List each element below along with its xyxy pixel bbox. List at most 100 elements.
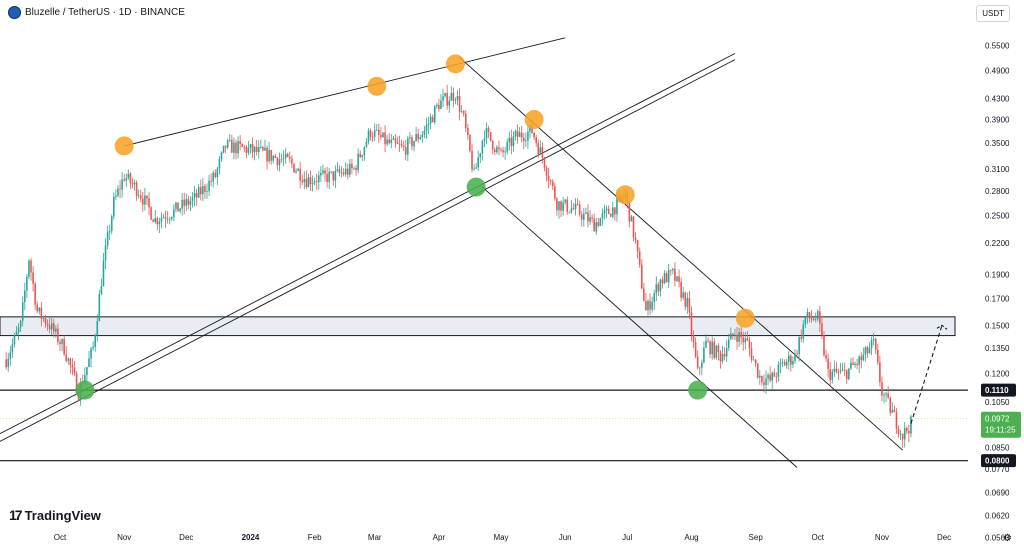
candle-body [419, 137, 422, 140]
y-tick-label: 0.0690 [985, 489, 1010, 498]
candle-body [237, 141, 239, 154]
green-marker[interactable] [466, 177, 486, 197]
candle-body [369, 130, 372, 137]
trendline-falling-lower[interactable] [482, 186, 798, 468]
currency-button[interactable]: USDT [976, 5, 1010, 22]
candle-body [404, 147, 407, 155]
orange-marker[interactable] [367, 76, 387, 96]
settings-gear-icon[interactable]: ⚙ [1003, 533, 1012, 544]
candle-body [413, 140, 415, 147]
candle-body [866, 347, 869, 354]
candle-body [24, 290, 26, 303]
candle-body [709, 341, 711, 355]
candle-body [806, 312, 809, 318]
candle-body [297, 168, 299, 171]
candle-body [181, 199, 183, 209]
candle-body [257, 147, 260, 152]
trendline-rising-channel-a[interactable] [0, 53, 736, 436]
candle-body [313, 181, 316, 183]
candle-body [384, 132, 386, 145]
candle-body [390, 139, 393, 144]
candle-body [307, 177, 310, 188]
candle-body [104, 245, 107, 261]
candle-body [228, 139, 231, 141]
candle-body [330, 171, 333, 173]
candle-body [744, 338, 747, 343]
candle-body [645, 300, 647, 311]
candle-body [481, 140, 484, 154]
candle-body [452, 92, 455, 101]
candle-body [212, 172, 215, 182]
candle-body [759, 375, 761, 378]
candle-body [522, 137, 525, 141]
candle-body [328, 171, 330, 183]
candle-body [396, 142, 399, 144]
candle-body [576, 203, 579, 205]
y-tick-label: 0.3100 [985, 165, 1010, 174]
orange-marker[interactable] [524, 110, 544, 130]
candle-body [508, 137, 511, 143]
green-marker[interactable] [75, 380, 95, 400]
projection-line[interactable] [910, 325, 943, 424]
candle-body [889, 397, 892, 413]
candle-body [730, 333, 732, 340]
candle-body [202, 186, 204, 195]
orange-marker[interactable] [114, 136, 134, 156]
x-tick-label: Dec [937, 533, 951, 542]
x-tick-label: Nov [117, 533, 131, 542]
y-tick-label: 0.0770 [985, 465, 1010, 474]
candle-body [276, 157, 279, 166]
candle-body [850, 362, 852, 369]
candle-body [804, 317, 807, 325]
candle-body [355, 167, 357, 171]
y-tick-label: 0.4900 [985, 66, 1010, 75]
candle-body [899, 433, 902, 435]
candle-body [543, 157, 546, 168]
support-zone[interactable] [0, 316, 956, 337]
orange-marker[interactable] [615, 185, 635, 205]
candle-body [545, 167, 548, 176]
candle-body [218, 159, 221, 169]
candle-body [551, 181, 554, 187]
candle-body [854, 363, 856, 365]
candle-body [185, 199, 188, 206]
candle-body [630, 216, 633, 222]
candle-body [792, 361, 794, 365]
candle-body [498, 147, 500, 150]
candle-body [108, 230, 111, 233]
candle-body [427, 123, 430, 126]
candle-body [400, 144, 403, 146]
candle-body [375, 129, 378, 131]
orange-marker[interactable] [445, 54, 465, 74]
candle-body [171, 217, 173, 219]
candle-body [701, 362, 703, 368]
candle-body [46, 323, 49, 326]
candle-body [678, 276, 680, 283]
candle-body [734, 334, 736, 336]
y-tick-label: 0.5500 [985, 42, 1010, 51]
candle-body [558, 201, 560, 211]
candle-body [601, 213, 604, 219]
candle-body [877, 349, 879, 363]
trendline-rising-channel-b[interactable] [0, 59, 736, 444]
green-marker[interactable] [688, 380, 708, 400]
candle-body [260, 147, 262, 148]
candle-body [92, 347, 94, 349]
candle-body [57, 328, 59, 343]
countdown-label: 19:11:25 [985, 426, 1016, 435]
orange-marker[interactable] [735, 308, 755, 328]
candle-body [881, 382, 883, 396]
chart-header: Bluzelle / TetherUS · 1D · BINANCE [8, 6, 185, 19]
trendline-top-wedge[interactable] [124, 37, 566, 147]
candle-body [686, 298, 689, 307]
candle-body [473, 168, 475, 170]
symbol-title[interactable]: Bluzelle / TetherUS · 1D · BINANCE [25, 7, 185, 18]
candle-body [798, 337, 800, 355]
candle-body [690, 312, 693, 335]
x-tick-label: Feb [308, 533, 322, 542]
candle-body [684, 292, 687, 307]
candle-body [520, 132, 523, 138]
candle-body [96, 320, 99, 336]
candle-body [235, 142, 237, 154]
